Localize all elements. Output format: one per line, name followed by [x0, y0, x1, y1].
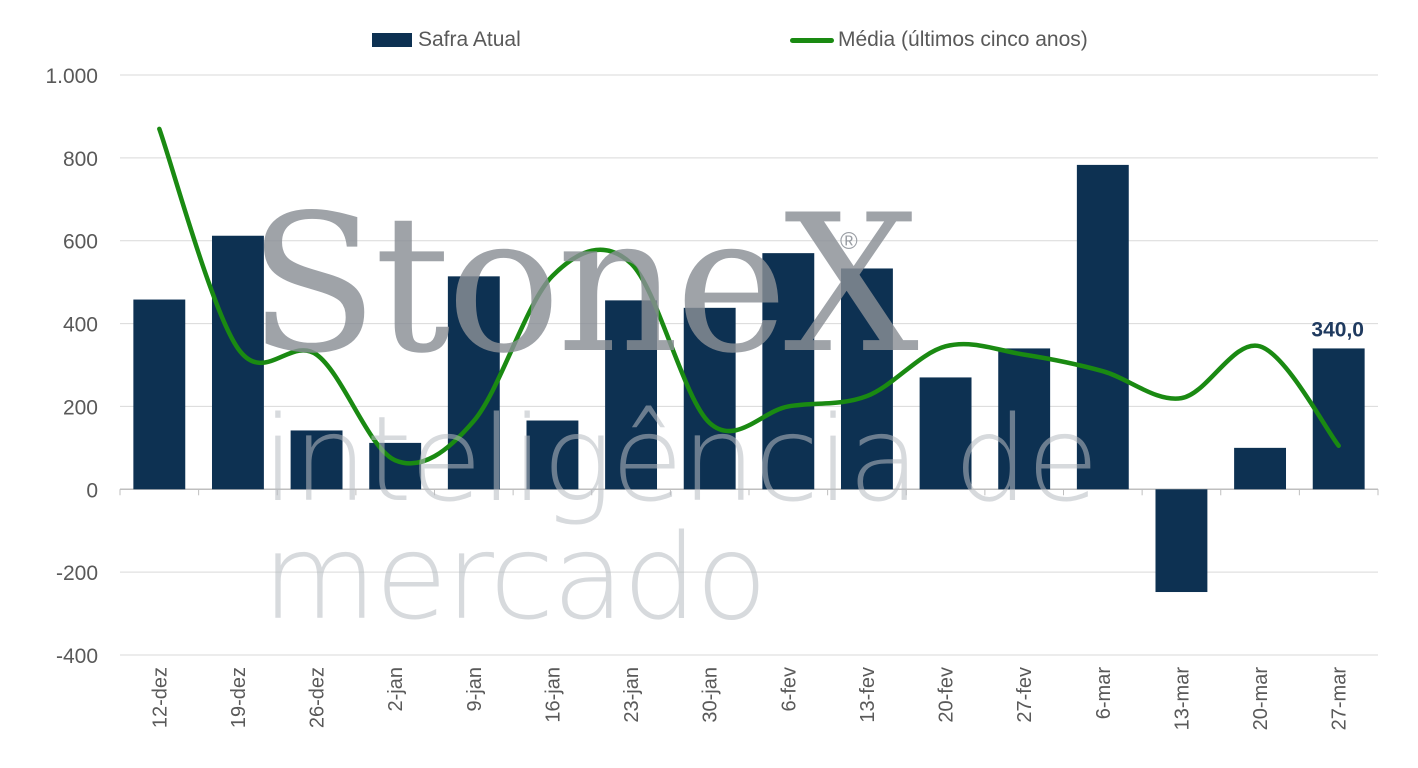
x-tick-label: 2-jan [385, 667, 407, 711]
bar [1076, 164, 1129, 490]
x-tick-label: 16-jan [542, 667, 564, 723]
y-tick-label: 400 [63, 314, 98, 337]
y-tick-label: 0 [86, 479, 98, 502]
bar [762, 253, 815, 490]
y-tick-label: -400 [56, 645, 98, 668]
x-tick-label: 30-jan [700, 667, 722, 723]
y-tick-label: 600 [63, 231, 98, 254]
bar [605, 300, 658, 490]
media-line [157, 126, 1341, 466]
bar [1155, 489, 1208, 593]
legend-item-media: Média (últimos cinco anos) [790, 28, 1088, 52]
x-tick-label: 19-dez [228, 667, 250, 728]
bar [369, 442, 422, 490]
legend-line-swatch [790, 37, 834, 43]
bar [290, 430, 343, 490]
y-tick-label: -200 [56, 562, 98, 585]
x-tick-label: 6-mar [1093, 667, 1115, 720]
x-tick-label: 13-fev [857, 667, 879, 723]
bar [526, 420, 579, 490]
x-tick-label: 20-fev [936, 667, 958, 723]
x-tick-label: 26-dez [307, 667, 329, 728]
x-tick-label: 6-fev [778, 667, 800, 711]
y-tick-label: 200 [63, 396, 98, 419]
x-tick-label: 9-jan [464, 667, 486, 711]
legend-label-safra-atual: Safra Atual [418, 28, 521, 51]
y-tick-label: 800 [63, 148, 98, 171]
bar [133, 299, 186, 490]
x-tick-label: 12-dez [149, 667, 171, 728]
data-label: 340,0 [1311, 318, 1364, 341]
x-tick-label: 27-mar [1329, 667, 1351, 731]
bar [998, 348, 1051, 490]
x-tick-label: 13-mar [1171, 667, 1193, 731]
watermark-registered-mark: ® [840, 228, 858, 255]
bar [919, 377, 972, 490]
bar [1234, 447, 1287, 490]
bar [447, 276, 500, 490]
x-tick-label: 20-mar [1250, 667, 1272, 731]
x-tick-label: 27-fev [1014, 667, 1036, 723]
legend-label-media: Média (últimos cinco anos) [838, 28, 1088, 51]
x-tick-label: 23-jan [621, 667, 643, 723]
legend-item-safra-atual: Safra Atual [372, 28, 521, 52]
watermark-tagline: inteligência de mercado [262, 390, 1099, 646]
legend-bar-swatch [372, 33, 412, 47]
y-tick-label: 1.000 [45, 65, 98, 88]
watermark-logo: StoneX [248, 174, 919, 395]
bar [840, 268, 893, 490]
